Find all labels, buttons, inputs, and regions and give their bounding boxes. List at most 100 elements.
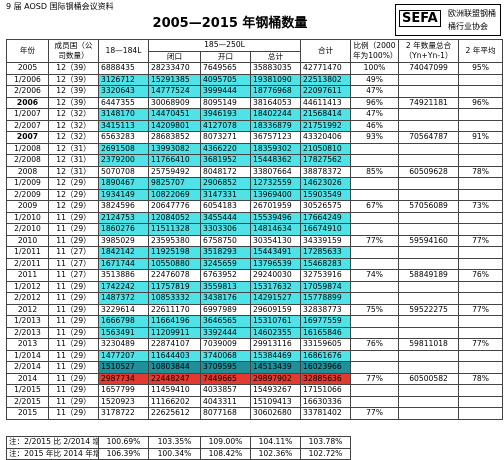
cell (398, 108, 460, 121)
cell: 15109413 (249, 395, 302, 408)
cell (350, 361, 400, 374)
cell: 13969400 (249, 188, 302, 201)
cell: 15291385 (148, 73, 201, 86)
cell: 29609159 (249, 303, 302, 316)
cell: 1842142 (98, 246, 149, 259)
cell (458, 407, 504, 420)
cell: 3245659 (200, 257, 251, 270)
cell: 74921181 (398, 96, 460, 109)
cell: 1510527 (98, 361, 149, 374)
cell (350, 292, 400, 305)
cell (398, 395, 460, 408)
cell (398, 223, 460, 236)
row: 2/2007 12（32） 3415113 14209801 4127078 183368… (6, 119, 504, 132)
cell: 11（29） (48, 211, 99, 224)
cell (350, 280, 400, 293)
cell: 8077168 (200, 407, 251, 420)
cell: 15448362 (249, 154, 302, 167)
cell (458, 257, 504, 270)
note-cell: 100.34% (148, 447, 201, 460)
cell: 18402244 (249, 108, 302, 121)
cell: 23595380 (148, 234, 201, 247)
note-cell: 104.11% (250, 436, 301, 449)
cell: 3518293 (200, 246, 251, 259)
cell: 15493267 (249, 384, 302, 397)
cell (458, 315, 504, 328)
data-table: 年份 成员国（公司数量） 18—184L 185—250L 合计 比例（2000… (6, 39, 504, 420)
cell: 2379200 (98, 154, 149, 167)
cell (398, 211, 460, 224)
col-header: 2 年数量总合（Yn+Yn-1） (398, 39, 460, 63)
cell: 4033857 (200, 384, 251, 397)
cell (458, 211, 504, 224)
cell (458, 85, 504, 98)
cell: 32838773 (300, 303, 352, 316)
cell (350, 223, 400, 236)
cell: 1563491 (98, 326, 149, 339)
cell (458, 119, 504, 132)
cell: 12732559 (249, 177, 302, 190)
cell (398, 142, 460, 155)
cell: 1890467 (98, 177, 149, 190)
cell (398, 119, 460, 132)
cell: 3740068 (200, 349, 251, 362)
cell: 2010 (6, 234, 49, 247)
cell: 8048172 (200, 165, 251, 178)
cell: 11166202 (148, 395, 201, 408)
cell: 2007 (6, 131, 49, 144)
row: 1/2006 12（39） 3126712 15291385 4095705 193810… (6, 73, 504, 86)
row: 2011 11（27） 3513886 22476078 6763952 29240030… (6, 269, 504, 282)
source-note: 9 届 AOSD 国际钢桶会议资料 (6, 2, 114, 11)
cell: 11766410 (148, 154, 201, 167)
cell: 78% (458, 372, 504, 385)
cell (458, 280, 504, 293)
cell: 8095149 (200, 96, 251, 109)
title: 2005—2015 年钢桶数量 (152, 16, 308, 31)
cell: 15384469 (249, 349, 302, 362)
cell: 16630336 (300, 395, 352, 408)
cell: 12（39） (48, 62, 99, 75)
note-cell: 108.42% (200, 447, 251, 460)
cell (350, 142, 400, 155)
org-line: 欧洲联盟钢桶 (448, 9, 496, 18)
cell: 38164053 (249, 96, 302, 109)
cell (458, 188, 504, 201)
cell: 78% (458, 165, 504, 178)
cell: 15317632 (249, 280, 302, 293)
cell: 33807664 (249, 165, 302, 178)
cell: 3646565 (200, 315, 251, 328)
cell (458, 292, 504, 305)
cell: 2011 (6, 269, 49, 282)
cell: 74047099 (398, 62, 460, 75)
cell: 22611170 (148, 303, 201, 316)
cell: 16165846 (300, 326, 352, 339)
cell: 6758750 (200, 234, 251, 247)
cell (458, 361, 504, 374)
cell: 3999444 (200, 85, 251, 98)
note-cell: 109.00% (200, 436, 251, 449)
cell (458, 108, 504, 121)
cell: 12（31） (48, 142, 99, 155)
cell: 11（29） (48, 303, 99, 316)
cell: 11（29） (48, 338, 99, 351)
cell (350, 211, 400, 224)
col-header: 18—184L (98, 39, 149, 63)
cell: 12（31） (48, 165, 99, 178)
cell: 11664196 (148, 315, 201, 328)
cell: 15778899 (300, 292, 352, 305)
cell: 21568414 (300, 108, 352, 121)
cell: 11（27） (48, 269, 99, 282)
cell: 2013 (6, 338, 49, 351)
cell: 7039009 (200, 338, 251, 351)
cell: 5070708 (98, 165, 149, 178)
cell: 18359302 (249, 142, 302, 155)
cell: 1860276 (98, 223, 149, 236)
row: 1/2012 11（29） 1742242 11757819 3559813 153176… (6, 280, 504, 293)
row: 1/2011 11（27） 1842142 11925198 3518293 154434… (6, 246, 504, 259)
cell: 3455444 (200, 211, 251, 224)
cell: 12（32） (48, 108, 99, 121)
cell: 15903549 (300, 188, 352, 201)
logo-text: SEFA (399, 10, 441, 27)
cell: 22097611 (300, 85, 352, 98)
